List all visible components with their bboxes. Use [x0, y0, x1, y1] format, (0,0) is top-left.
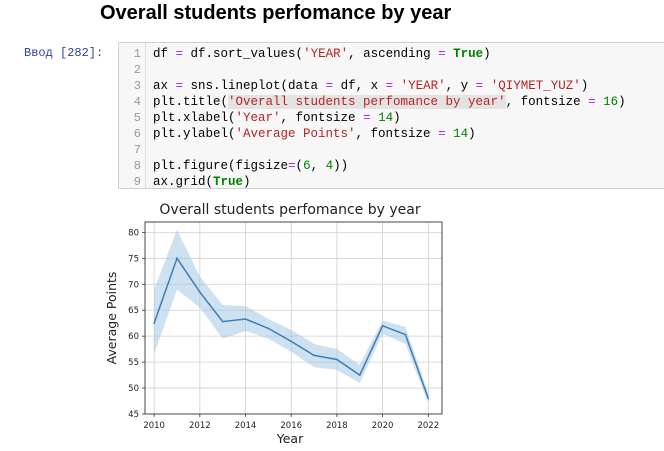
line-number: 3	[133, 79, 141, 93]
x-tick-label: 2010	[143, 421, 165, 431]
y-tick-label: 55	[128, 358, 139, 368]
y-tick-label: 65	[128, 306, 139, 316]
confidence-band	[154, 229, 429, 404]
cell-prompt: Ввод [282]:	[24, 46, 104, 60]
data-point	[313, 354, 315, 357]
data-point	[336, 358, 338, 361]
x-tick-label: 2014	[235, 421, 257, 431]
code-line[interactable]: plt.ylabel('Average Points', fontsize = …	[153, 127, 476, 141]
data-point	[427, 397, 430, 400]
page-heading: Overall students perfomance by year	[100, 2, 452, 24]
code-line[interactable]: ax = sns.lineplot(data = df, x = 'YEAR',…	[153, 79, 589, 93]
data-point	[199, 291, 201, 293]
y-axis-label: Average Points	[104, 272, 119, 365]
line-number: 6	[133, 127, 141, 141]
x-axis-label: Year	[276, 431, 304, 446]
chart-title: Overall students perfomance by year	[159, 202, 420, 218]
x-tick-label: 2016	[280, 421, 302, 431]
data-point	[244, 318, 247, 320]
line-number: 8	[133, 159, 141, 173]
line-number: 9	[133, 175, 141, 189]
data-point	[153, 322, 155, 324]
y-tick-label: 80	[128, 228, 139, 238]
plot-frame	[144, 221, 443, 415]
y-tick-label: 45	[128, 410, 139, 420]
y-tick-label: 60	[128, 332, 139, 342]
line-number: 1	[133, 47, 141, 61]
y-tick-label: 50	[128, 384, 139, 394]
data-point	[404, 333, 407, 336]
code-line[interactable]: ax.grid(True)	[153, 175, 251, 189]
data-point	[381, 324, 384, 327]
line-number: 4	[133, 95, 141, 109]
data-point	[358, 374, 361, 376]
line-number: 5	[133, 111, 141, 125]
data-point	[267, 327, 270, 330]
data-point	[290, 340, 293, 343]
line-number: 7	[133, 143, 141, 157]
data-point	[221, 320, 224, 323]
line-number: 2	[133, 63, 141, 77]
code-cell[interactable]: 1 2 3 4 5 6 7 8 9 df = df.sort_values('Y…	[118, 42, 664, 189]
code-line[interactable]: plt.title('Overall students perfomance b…	[153, 95, 626, 109]
x-tick-label: 2012	[189, 421, 211, 431]
code-line[interactable]: plt.xlabel('Year', fontsize = 14)	[153, 111, 401, 125]
x-tick-label: 2020	[372, 421, 394, 431]
line-number-gutter: 1 2 3 4 5 6 7 8 9	[119, 43, 146, 189]
code-line[interactable]: df = df.sort_values('YEAR', ascending = …	[153, 47, 491, 61]
data-point	[176, 257, 178, 260]
y-tick-label: 75	[128, 254, 139, 264]
x-tick-label: 2018	[326, 421, 348, 431]
line-chart: Overall students perfomance by year 45 50…	[104, 202, 443, 446]
code-line[interactable]: plt.figure(figsize=(6, 4))	[153, 159, 349, 173]
x-tick-label: 2022	[417, 421, 439, 431]
y-tick-label: 70	[128, 280, 139, 290]
